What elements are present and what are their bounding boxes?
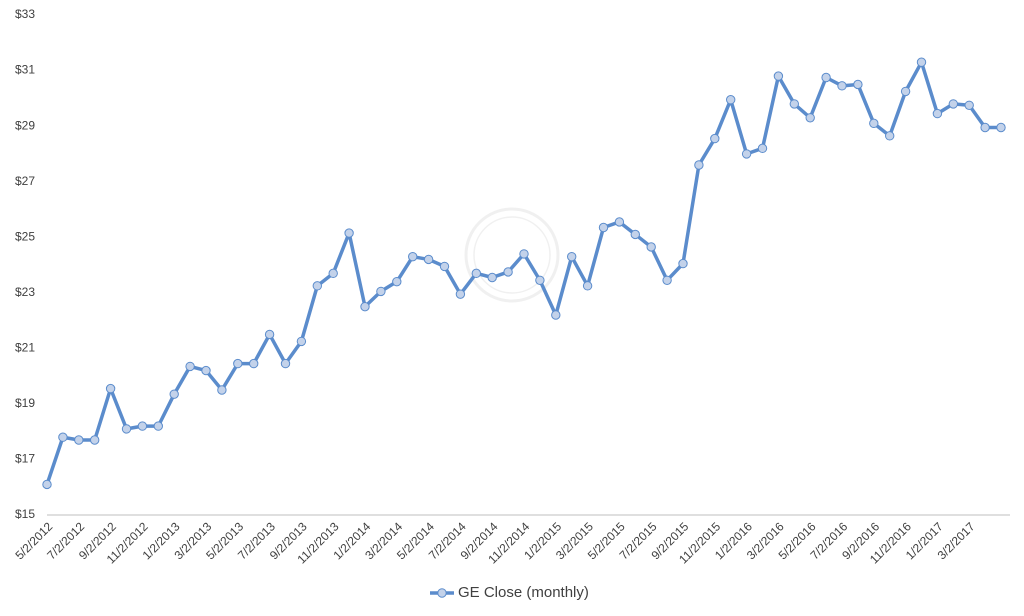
watermark [464, 207, 560, 303]
y-tick-label: $17 [15, 452, 35, 466]
data-point [535, 275, 545, 285]
data-point [646, 242, 656, 252]
data-point [58, 432, 68, 442]
data-point [233, 358, 243, 369]
y-tick-label: $29 [15, 118, 35, 132]
data-point [662, 275, 672, 285]
data-point [757, 143, 768, 154]
data-point [821, 72, 831, 83]
data-point [885, 131, 895, 141]
data-point [121, 424, 132, 434]
data-point [519, 249, 529, 259]
data-point [503, 267, 513, 277]
data-point [837, 81, 847, 91]
data-point [344, 228, 354, 238]
data-point [964, 100, 974, 110]
data-point [408, 251, 418, 262]
data-point [710, 133, 720, 144]
data-point [392, 276, 402, 287]
series-line [45, 60, 1001, 486]
legend: GE Close (monthly) [430, 584, 589, 601]
data-point [455, 289, 466, 299]
data-point [169, 389, 179, 399]
data-point [996, 122, 1006, 133]
data-point [42, 479, 52, 490]
data-point [105, 383, 116, 394]
data-point [694, 160, 704, 170]
data-point [567, 251, 577, 262]
legend-label: GE Close (monthly) [458, 584, 589, 601]
y-tick-label: $23 [15, 285, 35, 299]
data-point [312, 281, 322, 291]
data-point [726, 95, 736, 105]
data-point [805, 113, 815, 123]
data-point [74, 435, 84, 445]
y-tick-label: $31 [15, 63, 35, 77]
data-point [598, 222, 609, 233]
data-point [678, 258, 688, 269]
data-point [328, 268, 338, 279]
data-point [153, 421, 164, 431]
y-tick-label: $27 [15, 174, 35, 188]
data-point [630, 229, 640, 240]
y-tick-label: $25 [15, 229, 35, 243]
data-point [773, 71, 784, 81]
data-point [900, 86, 911, 97]
data-point [90, 435, 100, 445]
data-point [185, 361, 195, 372]
y-tick-label: $33 [15, 7, 35, 21]
data-point [980, 122, 990, 133]
data-point [217, 385, 227, 395]
data-point [853, 79, 863, 90]
data-point [423, 254, 434, 265]
y-tick-label: $21 [15, 341, 35, 355]
data-point [264, 329, 275, 340]
data-point [201, 365, 211, 376]
data-point [741, 149, 752, 159]
data-point [869, 118, 879, 129]
data-point [360, 301, 370, 312]
data-point [249, 358, 259, 369]
data-point [932, 108, 943, 119]
data-point [916, 57, 927, 67]
data-point [582, 281, 593, 291]
legend-marker [437, 588, 447, 598]
data-point [376, 286, 386, 297]
y-tick-label: $15 [15, 507, 35, 521]
data-point [280, 358, 291, 369]
data-point [487, 272, 497, 283]
data-point [551, 310, 561, 320]
y-tick-label: $19 [15, 396, 35, 410]
data-point [614, 217, 625, 227]
data-point [137, 421, 148, 431]
data-point [789, 99, 799, 109]
data-point [296, 336, 307, 347]
data-point [471, 268, 481, 279]
data-point [948, 99, 958, 109]
data-point [439, 261, 450, 272]
